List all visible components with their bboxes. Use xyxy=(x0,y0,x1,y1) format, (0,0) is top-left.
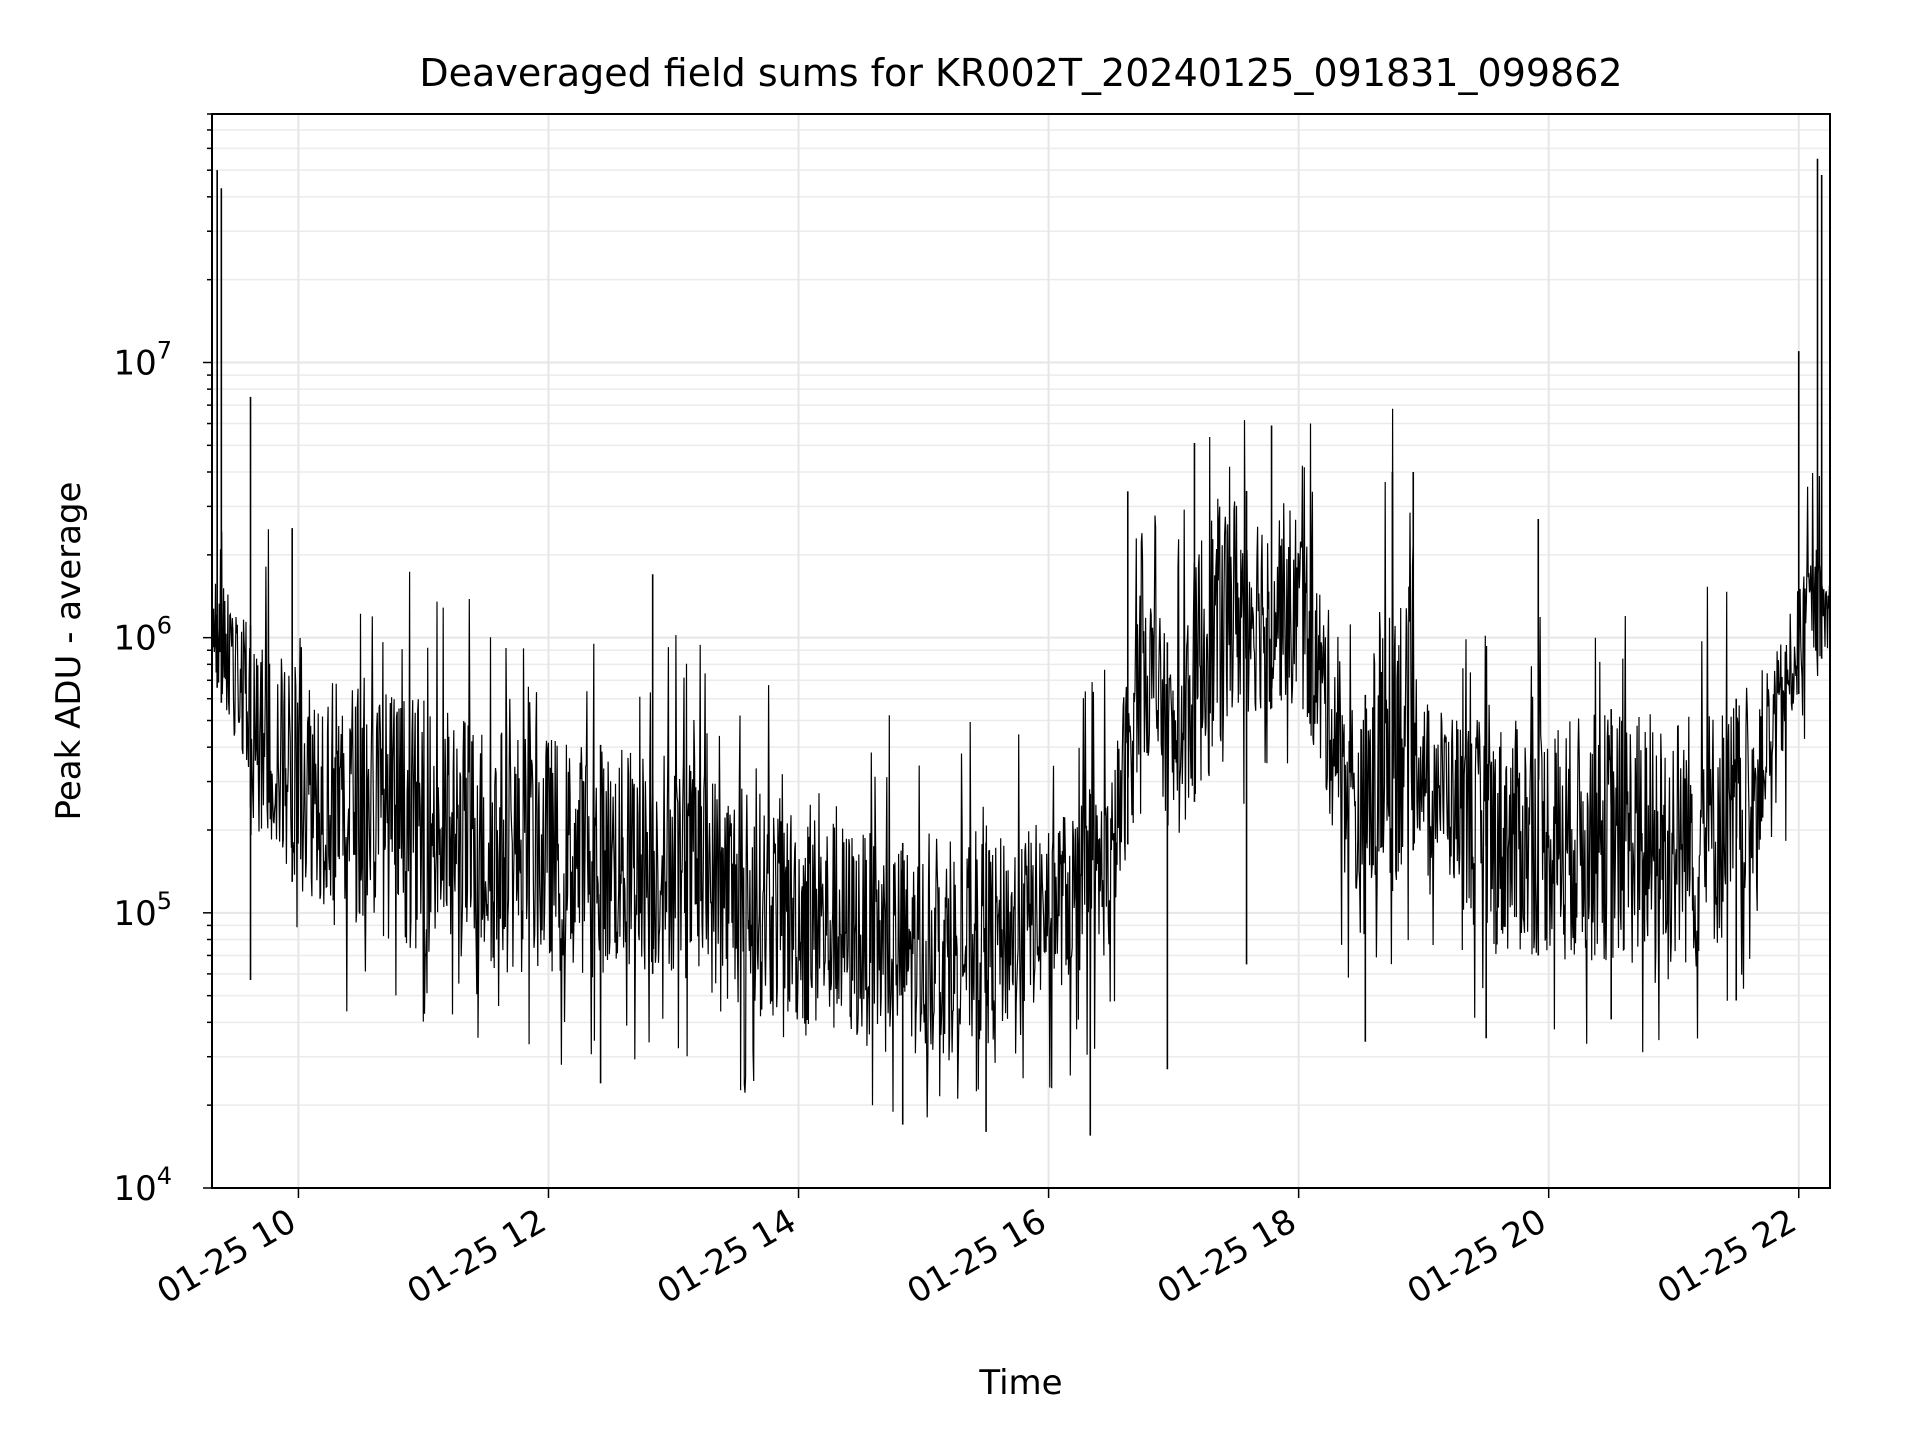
series-line xyxy=(212,408,1831,1118)
y-axis-label: Peak ADU - average xyxy=(49,482,89,821)
y-tick-label: 105 xyxy=(113,887,172,934)
y-tick-label: 104 xyxy=(113,1162,172,1209)
chart-title: Deaveraged field sums for KR002T_2024012… xyxy=(419,51,1622,95)
series-group xyxy=(212,158,1831,1136)
x-axis-label: Time xyxy=(978,1363,1062,1403)
y-tick-label: 107 xyxy=(113,337,172,384)
y-axis: 104 105 106 107 xyxy=(113,113,212,1209)
y-tick-label: 106 xyxy=(113,612,172,659)
